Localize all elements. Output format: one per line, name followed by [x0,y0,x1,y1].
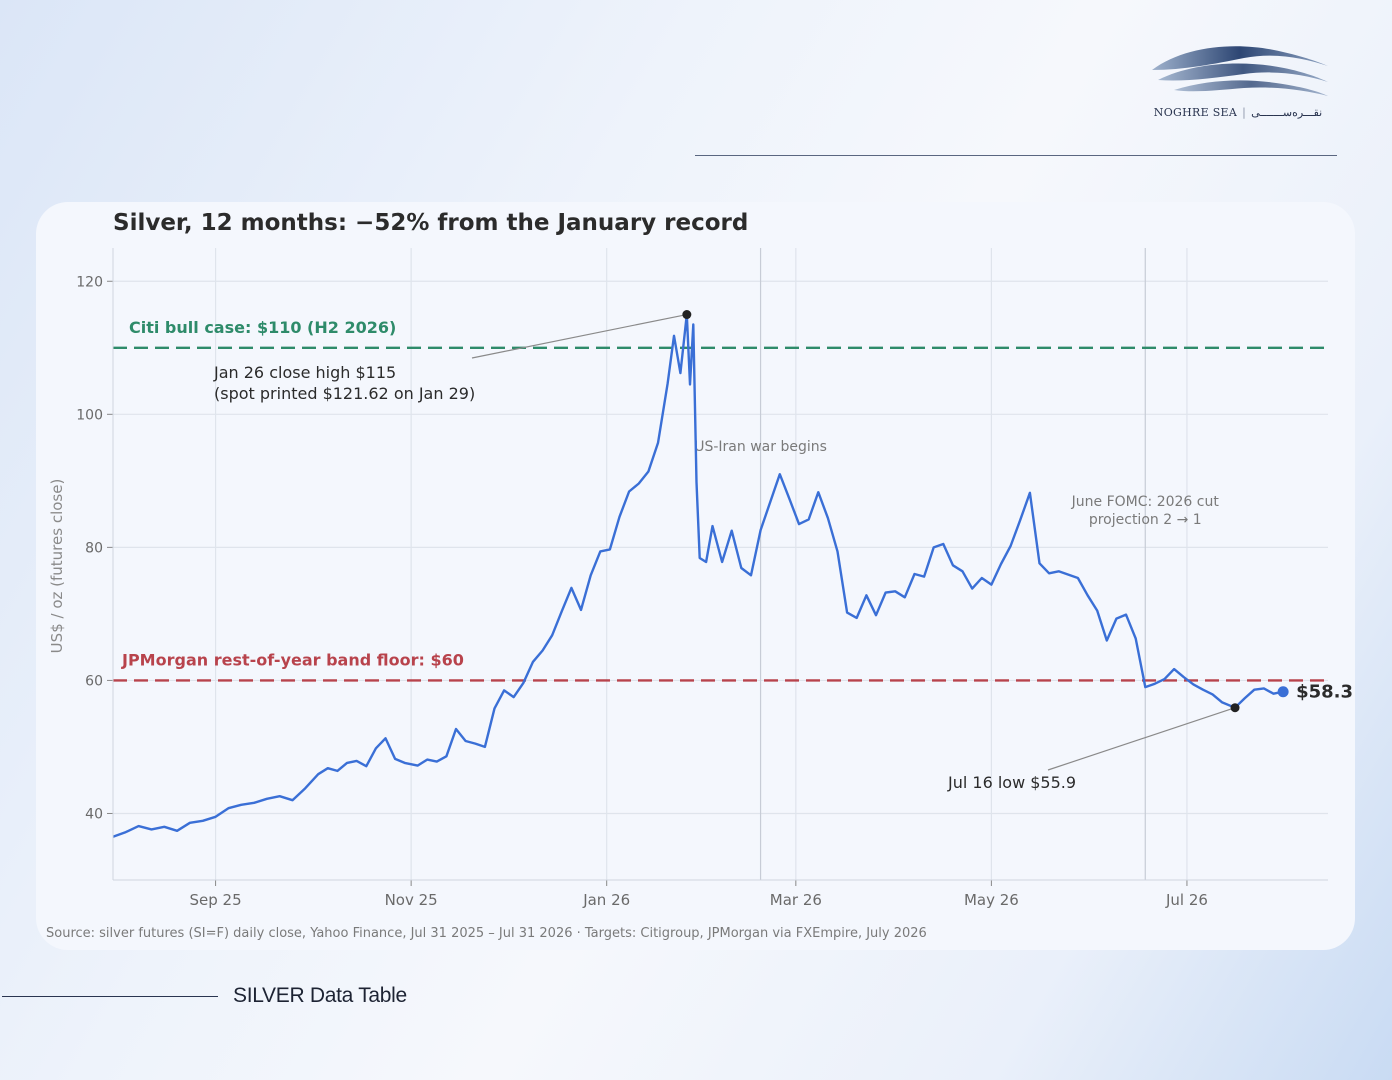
x-tick-label: Jan 26 [582,891,630,909]
y-axis-label: US$ / oz (futures close) [48,479,66,654]
price-line [112,313,1284,838]
annotation-leader [471,313,687,359]
event-label: US-Iran war begins [694,439,827,455]
y-tick-label: 40 [85,806,103,822]
x-tick-label: Jul 26 [1165,891,1208,909]
high-point [682,310,692,320]
source-note: Source: silver futures (SI=F) daily clos… [46,926,927,941]
x-tick-label: Nov 25 [385,891,438,909]
axes: 40 60 80 100 120 Sep 25 Nov 25 Jan 26 Mar 26 May … [76,248,1328,909]
brand-name-en: NOGHRE SEA [1153,106,1238,119]
x-tick-label: Mar 26 [770,891,822,909]
last-value-label: $58.3 [1296,682,1353,703]
footer-divider [2,996,218,997]
reference-lines: Citi bull case: $110 (H2 2026) JPMorgan r… [113,318,1328,682]
annotation-text: Jan 26 close high $115 [213,363,396,382]
chart-title: Silver, 12 months: −52% from the January… [113,210,748,236]
reference-line-label: Citi bull case: $110 (H2 2026) [129,318,396,337]
chart-card: Silver, 12 months: −52% from the January… [36,202,1355,950]
annotation-leader [1047,707,1236,771]
x-tick-label: May 26 [964,891,1019,909]
y-tick-label: 100 [76,407,103,423]
low-point [1230,703,1240,713]
reference-line-label: JPMorgan rest-of-year band floor: $60 [121,650,464,669]
x-tick-label: Sep 25 [190,891,242,909]
brand-logo: NOGHRE SEA | نقـــره‌ســـــــی [1140,40,1336,130]
event-label: projection 2 → 1 [1089,512,1202,528]
wave-logo-icon [1152,46,1328,96]
footer-label: SILVER Data Table [233,984,407,1007]
annotation-text: Jul 16 low $55.9 [947,773,1076,792]
event-label: June FOMC: 2026 cut [1071,494,1220,510]
y-tick-label: 60 [85,673,103,689]
header-divider [695,155,1337,156]
brand-name-fa: نقـــره‌ســـــــی [1251,106,1323,119]
last-value-point [1277,686,1289,698]
y-tick-label: 120 [76,274,103,290]
annotation-text: (spot printed $121.62 on Jan 29) [214,384,475,403]
silver-price-chart: Silver, 12 months: −52% from the January… [46,210,1353,941]
event-lines: US-Iran war begins June FOMC: 2026 cut pro… [694,248,1219,880]
series-layer: $58.3 [112,313,1353,838]
y-tick-label: 80 [85,540,103,556]
brand-wordmark: NOGHRE SEA | نقـــره‌ســـــــی [1153,106,1323,119]
annotations: Jan 26 close high $115 (spot printed $121… [213,310,1240,792]
